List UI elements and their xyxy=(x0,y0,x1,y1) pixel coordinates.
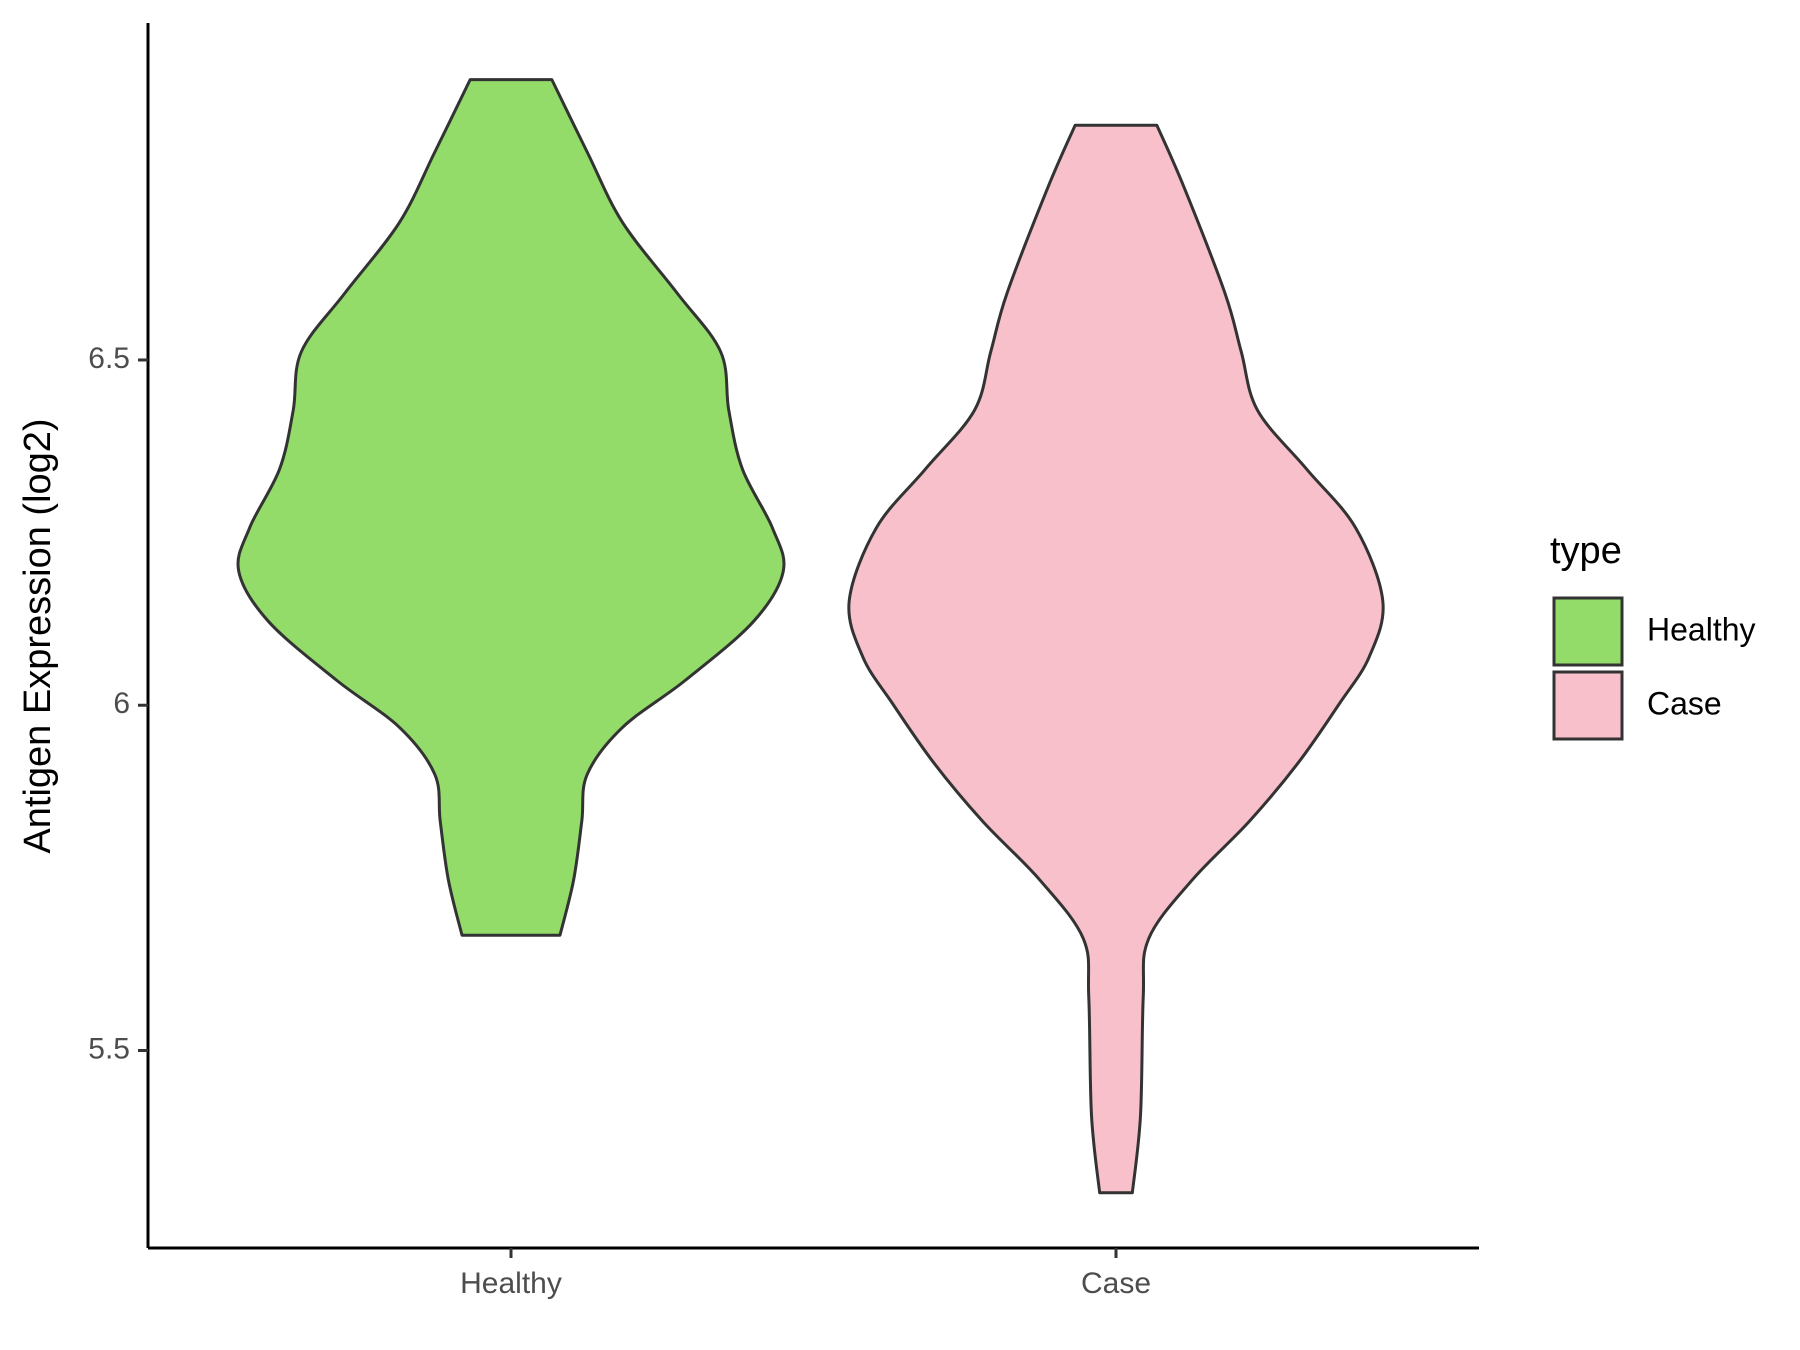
legend-label: Healthy xyxy=(1647,611,1756,647)
x-tick-label: Healthy xyxy=(460,1267,562,1300)
legend-title: type xyxy=(1550,530,1622,572)
y-tick-label: 6.5 xyxy=(88,342,130,375)
legend-key xyxy=(1552,670,1624,741)
violin xyxy=(847,123,1385,1195)
y-axis-title: Antigen Expression (log2) xyxy=(17,418,59,853)
legend-label: Case xyxy=(1647,685,1722,721)
y-tick-label: 5.5 xyxy=(88,1032,130,1065)
legend-key xyxy=(1552,596,1624,667)
violin xyxy=(236,78,786,937)
y-tick-label: 6 xyxy=(113,687,130,720)
x-tick-label: Case xyxy=(1081,1267,1151,1300)
